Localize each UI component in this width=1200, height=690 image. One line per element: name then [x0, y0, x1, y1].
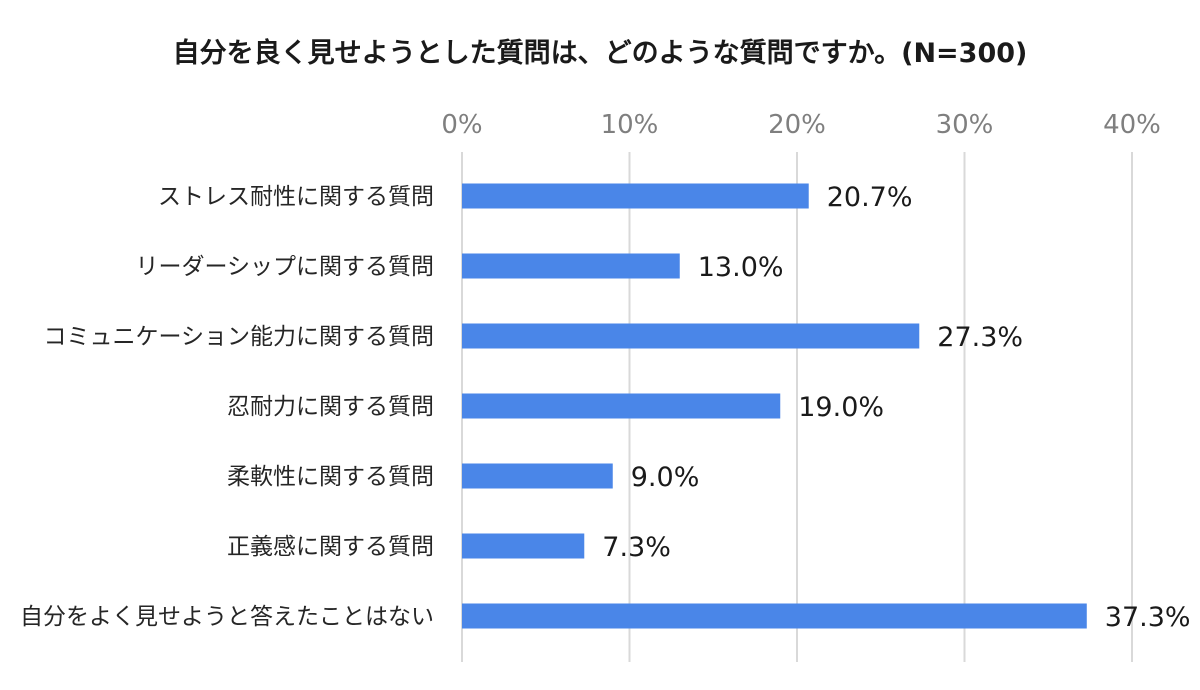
bar [462, 323, 920, 349]
category-labels: ストレス耐性に関する質問リーダーシップに関する質問コミュニケーション能力に関する… [20, 184, 434, 630]
category-label: リーダーシップに関する質問 [135, 254, 434, 280]
x-tick-label: 10% [601, 110, 659, 140]
bar [462, 393, 781, 419]
value-label: 9.0% [631, 462, 700, 493]
x-tick-label: 0% [441, 110, 482, 140]
value-label: 20.7% [827, 182, 913, 213]
value-label: 13.0% [698, 252, 784, 283]
x-tick-label: 30% [936, 110, 994, 140]
category-label: コミュニケーション能力に関する質問 [43, 324, 434, 350]
bars [462, 183, 1087, 629]
value-label: 27.3% [937, 322, 1023, 353]
category-label: 正義感に関する質問 [227, 534, 434, 560]
bar [462, 183, 809, 209]
x-tick-label: 20% [768, 110, 826, 140]
chart-title: 自分を良く見せようとした質問は、どのような質問ですか。(N=300) [173, 37, 1028, 69]
bar [462, 533, 585, 559]
gridlines [461, 152, 1133, 662]
x-tick-label: 40% [1103, 110, 1161, 140]
category-label: 自分をよく見せようと答えたことはない [20, 604, 434, 630]
category-label: 柔軟性に関する質問 [227, 464, 434, 490]
value-labels: 20.7% 13.0% 27.3% 19.0% 9.0% 7.3% 37.3% [602, 182, 1190, 633]
bar [462, 603, 1087, 629]
category-label: ストレス耐性に関する質問 [158, 184, 434, 210]
value-label: 37.3% [1105, 602, 1191, 633]
value-label: 7.3% [602, 532, 671, 563]
x-axis-ticks: 0% 10% 20% 30% 40% [441, 110, 1161, 140]
bar [462, 253, 680, 279]
category-label: 忍耐力に関する質問 [227, 394, 434, 420]
value-label: 19.0% [798, 392, 884, 423]
bar [462, 463, 613, 489]
